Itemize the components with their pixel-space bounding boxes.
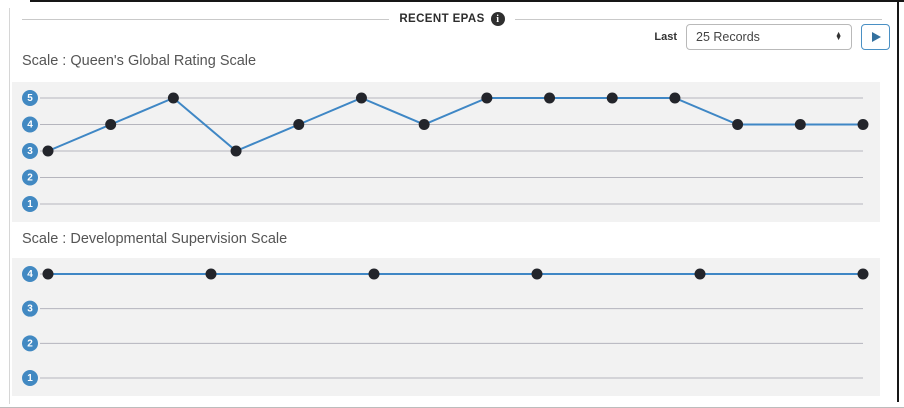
data-point[interactable] <box>368 268 380 280</box>
data-point[interactable] <box>355 92 367 104</box>
y-axis-label: 5 <box>27 93 33 104</box>
play-icon <box>872 32 881 42</box>
chart-panel-developmental-supervision: 4 3 2 1 <box>12 258 880 396</box>
y-axis-label: 3 <box>27 304 33 315</box>
data-point[interactable] <box>606 92 618 104</box>
y-axis-badge <box>22 169 38 186</box>
play-button[interactable] <box>861 24 890 50</box>
y-axis-badge <box>22 116 38 133</box>
chart-title-queens-global-rating: Scale : Queen's Global Rating Scale <box>22 53 257 69</box>
data-point[interactable] <box>732 119 744 130</box>
trend-line <box>47 96 863 153</box>
panel-title: RECENT EPAS <box>399 13 485 25</box>
header-title-group: RECENT EPAS i <box>399 12 505 26</box>
y-axis-label: 3 <box>27 146 33 157</box>
line-chart-developmental-supervision: 4 3 2 1 <box>22 266 869 386</box>
y-axis-label: 2 <box>27 173 33 184</box>
y-axis-label: 4 <box>27 120 33 131</box>
data-point[interactable] <box>418 119 430 130</box>
data-point[interactable] <box>694 268 706 280</box>
y-axis-label: 1 <box>27 373 33 384</box>
data-point[interactable] <box>42 145 54 157</box>
data-point[interactable] <box>42 268 54 280</box>
data-point[interactable] <box>105 119 117 130</box>
y-axis-badge <box>22 300 38 317</box>
line-chart-queens-global-rating: 5 4 3 2 1 <box>22 90 869 212</box>
y-axis-badge <box>22 90 38 106</box>
records-count-value: 25 Records <box>696 30 760 44</box>
panel-header: RECENT EPAS i <box>22 12 882 26</box>
select-arrows-icon: ▲ ▼ <box>835 30 842 42</box>
y-axis-label: 4 <box>27 269 33 280</box>
select-arrow-up-icon: ▲ <box>835 30 842 38</box>
data-point[interactable] <box>857 119 869 130</box>
chart-title-developmental-supervision: Scale : Developmental Supervision Scale <box>22 231 288 247</box>
select-arrow-down-icon: ▼ <box>835 35 842 42</box>
y-axis-badge <box>22 335 38 352</box>
y-axis-badge <box>22 266 38 282</box>
y-axis-label: 1 <box>27 199 33 210</box>
data-point[interactable] <box>481 92 493 104</box>
data-point[interactable] <box>230 145 242 157</box>
records-count-select[interactable]: 25 Records ▲ ▼ <box>686 24 852 50</box>
window-border-left <box>9 8 10 404</box>
data-point[interactable] <box>293 119 305 130</box>
y-axis-badge <box>22 196 38 212</box>
data-point[interactable] <box>857 268 869 280</box>
data-point[interactable] <box>669 92 681 104</box>
window-border-right <box>897 0 899 402</box>
y-axis-label: 2 <box>27 338 33 349</box>
y-axis-badge <box>22 370 38 386</box>
data-point[interactable] <box>167 92 179 104</box>
window-border-top <box>30 0 904 2</box>
data-point[interactable] <box>794 119 806 130</box>
data-point[interactable] <box>531 268 543 280</box>
y-axis-badge <box>22 143 38 159</box>
records-filter-label: Last <box>654 31 677 43</box>
records-controls: Last 25 Records ▲ ▼ <box>654 24 890 50</box>
chart-panel-queens-global-rating: 5 4 3 2 1 <box>12 82 880 222</box>
header-divider-right <box>514 18 882 20</box>
data-point[interactable] <box>544 92 556 104</box>
header-divider-left <box>22 18 390 20</box>
data-point[interactable] <box>205 268 217 280</box>
info-icon[interactable]: i <box>490 12 505 26</box>
